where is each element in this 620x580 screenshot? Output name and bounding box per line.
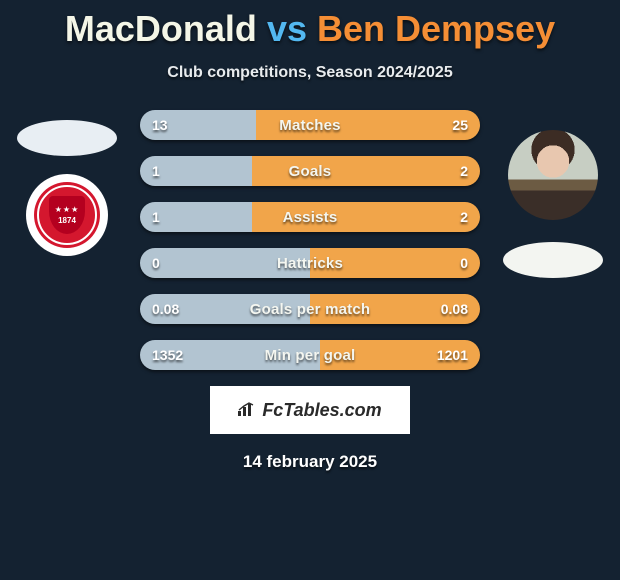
stat-row: Assists1 2 [140, 202, 480, 232]
player1-club-badge: ★★★ 1874 [26, 174, 108, 256]
subtitle: Club competitions, Season 2024/2025 [0, 64, 620, 82]
stat-label: Assists [140, 202, 480, 232]
stat-value-player1: 13 [140, 110, 180, 140]
footer-brand-badge: FcTables.com [210, 386, 410, 434]
stat-value-player1: 1 [140, 202, 172, 232]
stat-row: Matches13 25 [140, 110, 480, 140]
page-title: MacDonald vs Ben Dempsey [0, 0, 620, 50]
stat-label: Goals [140, 156, 480, 186]
title-vs: vs [267, 8, 307, 49]
player2-placeholder-oval [503, 242, 603, 278]
title-player1: MacDonald [65, 8, 257, 49]
stat-value-player1: 1352 [140, 340, 195, 370]
stat-value-player2: 2 [448, 202, 480, 232]
stat-value-player1: 1 [140, 156, 172, 186]
stat-value-player2: 0 [448, 248, 480, 278]
stat-row: Goals1 2 [140, 156, 480, 186]
club-badge-inner: ★★★ 1874 [34, 182, 100, 248]
stat-value-player2: 2 [448, 156, 480, 186]
player2-column [498, 130, 608, 296]
stat-row: Hattricks0 0 [140, 248, 480, 278]
player1-column: ★★★ 1874 [12, 120, 122, 256]
stat-label: Hattricks [140, 248, 480, 278]
stat-row: Min per goal13521201 [140, 340, 480, 370]
player2-photo [508, 130, 598, 220]
title-player2: Ben Dempsey [317, 8, 555, 49]
player1-placeholder-oval [17, 120, 117, 156]
stat-value-player2: 1201 [425, 340, 480, 370]
footer-brand-text: FcTables.com [262, 400, 381, 421]
footer-date: 14 february 2025 [0, 452, 620, 472]
comparison-bars: Matches1325Goals12Assists12Hattricks00Go… [140, 110, 480, 370]
stat-value-player2: 25 [440, 110, 480, 140]
stat-value-player1: 0 [140, 248, 172, 278]
stat-value-player2: 0.08 [429, 294, 480, 324]
stat-value-player1: 0.08 [140, 294, 191, 324]
chart-icon [238, 402, 256, 419]
stat-row: Goals per match0.080.08 [140, 294, 480, 324]
club-badge-ring [37, 185, 97, 245]
stat-label: Matches [140, 110, 480, 140]
